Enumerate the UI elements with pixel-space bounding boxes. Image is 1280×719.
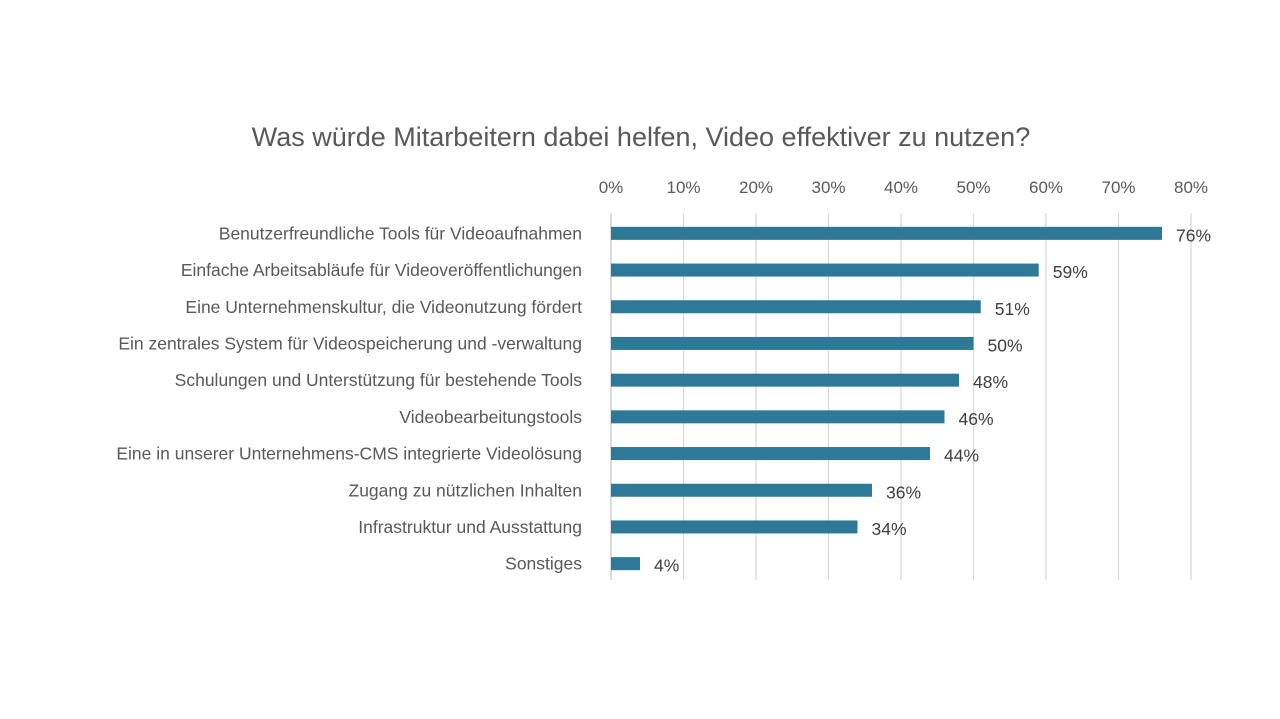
category-label: Infrastruktur und Ausstattung	[358, 517, 582, 537]
x-tick-label: 30%	[811, 178, 845, 197]
x-tick-label: 10%	[666, 178, 700, 197]
bar	[611, 410, 945, 424]
category-label: Einfache Arbeitsabläufe für Videoveröffe…	[181, 260, 582, 280]
data-labels: 76% 59% 51% 50% 48% 46% 44% 36% 34% 4%	[654, 225, 1211, 575]
bar	[611, 300, 981, 314]
x-tick-label: 0%	[599, 178, 624, 197]
bar	[611, 483, 872, 497]
x-tick-label: 20%	[739, 178, 773, 197]
category-label: Zugang zu nützlichen Inhalten	[349, 480, 583, 500]
data-label: 51%	[995, 299, 1030, 319]
bar	[611, 557, 640, 571]
bar	[611, 373, 959, 387]
x-tick-label: 60%	[1029, 178, 1063, 197]
data-label: 76%	[1176, 225, 1211, 245]
x-tick-label: 80%	[1174, 178, 1208, 197]
x-axis-ticks: 0% 10% 20% 30% 40% 50% 60% 70% 80%	[599, 178, 1208, 197]
data-label: 59%	[1053, 262, 1088, 282]
data-label: 36%	[886, 482, 921, 502]
category-label: Benutzerfreundliche Tools für Videoaufna…	[219, 223, 582, 243]
x-tick-label: 40%	[884, 178, 918, 197]
data-label: 34%	[872, 519, 907, 539]
x-tick-label: 50%	[956, 178, 990, 197]
chart-title: Was würde Mitarbeitern dabei helfen, Vid…	[252, 122, 1030, 152]
data-label: 46%	[959, 409, 994, 429]
category-label: Eine Unternehmenskultur, die Videonutzun…	[185, 297, 582, 317]
bar	[611, 447, 930, 461]
bar	[611, 336, 974, 350]
data-label: 4%	[654, 556, 679, 576]
category-labels: Benutzerfreundliche Tools für Videoaufna…	[116, 223, 582, 573]
category-label: Videobearbeitungstools	[399, 407, 582, 427]
bars	[611, 226, 1162, 571]
data-label: 44%	[944, 446, 979, 466]
x-tick-label: 70%	[1101, 178, 1135, 197]
data-label: 50%	[988, 335, 1023, 355]
bar	[611, 520, 858, 534]
bar	[611, 263, 1039, 277]
category-label: Ein zentrales System für Videospeicherun…	[118, 333, 582, 353]
category-label: Sonstiges	[505, 554, 582, 574]
category-label: Eine in unserer Unternehmens-CMS integri…	[116, 444, 582, 464]
category-label: Schulungen und Unterstützung für bestehe…	[175, 370, 583, 390]
data-label: 48%	[973, 372, 1008, 392]
bar	[611, 226, 1162, 240]
